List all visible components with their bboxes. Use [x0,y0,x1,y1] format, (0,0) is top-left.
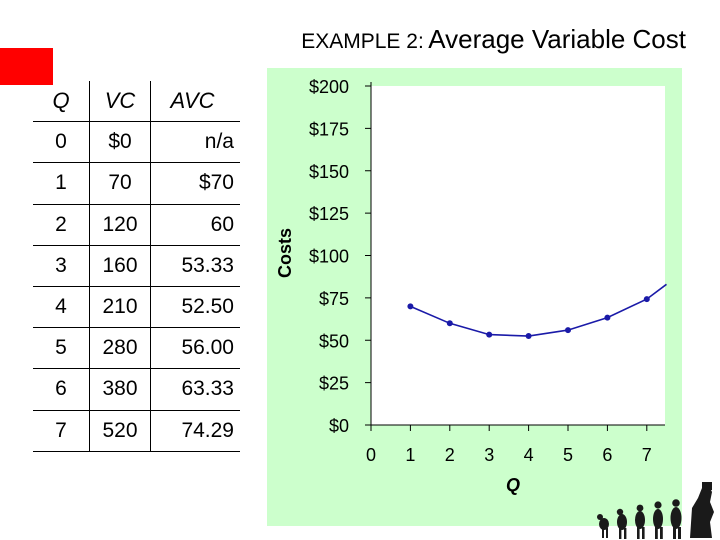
avc-point [446,320,453,327]
y-tick-label: $200 [309,77,349,97]
cell-vc: 280 [89,327,151,369]
cell-q: 3 [33,244,90,287]
y-axis-label: Costs [275,228,295,278]
y-tick-label: $25 [319,374,349,394]
cell-avc: 53.33 [150,244,240,287]
x-tick-label: 0 [366,445,376,465]
y-tick-label: $125 [309,204,349,224]
x-tick-label: 1 [405,445,415,465]
cell-q: 7 [33,409,90,452]
cost-table: Q VC AVC 0 $0 n/a 1 70 $70 2 120 60 3 160 53.33 … [33,81,240,452]
y-tick-label: $50 [319,331,349,351]
title-main: Average Variable Cost [428,24,686,54]
header-q: Q [52,88,70,114]
cell-vc: 520 [89,409,151,452]
avc-point [525,333,532,340]
table-row: 7 520 74.29 [33,409,240,452]
cell-q: 0 [33,121,90,163]
y-tick-label: $150 [309,162,349,182]
avc-line [410,283,667,337]
header-vc: VC [89,81,151,122]
red-accent-block [0,48,53,85]
avc-point [604,314,611,321]
cell-vc: 380 [89,368,151,410]
table-row: 3 160 53.33 [33,244,240,287]
cell-avc: 74.29 [150,409,240,452]
cell-vc: 210 [89,285,151,328]
table-row: 1 70 $70 [33,162,240,205]
cell-avc: 56.00 [150,327,240,369]
header-avc: AVC [150,81,240,122]
cell-avc: 63.33 [150,368,240,410]
x-tick-label: 2 [445,445,455,465]
cell-vc: 120 [89,203,151,246]
x-tick-label: 4 [524,445,534,465]
cell-avc: n/a [150,121,240,163]
y-tick-label: $75 [319,289,349,309]
table-row: 5 280 56.00 [33,327,240,369]
avc-point [407,303,414,310]
cell-q: 5 [33,327,90,369]
x-tick-label: 7 [642,445,652,465]
y-tick-label: $100 [309,247,349,267]
cell-q: 6 [33,368,90,410]
table-row: 2 120 60 [33,203,240,246]
cell-vc: $0 [89,121,151,163]
x-tick-label: 3 [484,445,494,465]
evolution-figures-icon [597,482,714,539]
y-tick-label: $175 [309,119,349,139]
cell-q: 1 [33,162,90,205]
slide-title: EXAMPLE 2: Average Variable Cost [301,24,686,55]
y-tick-label: $0 [329,416,349,436]
avc-point [565,327,571,334]
cell-vc: 70 [89,162,151,205]
cell-avc: 52.50 [150,285,240,328]
table-row: 4 210 52.50 [33,285,240,328]
avc-point [643,296,650,303]
table-row: 6 380 63.33 [33,368,240,410]
cell-avc: 60 [150,203,240,246]
x-tick-label: 6 [602,445,612,465]
table-row: 0 $0 n/a [33,121,240,163]
table-header-row: Q VC AVC [33,81,240,122]
x-axis-label: Q [506,475,520,495]
cell-vc: 160 [89,244,151,287]
avc-point [486,331,493,338]
x-tick-label: 5 [563,445,573,465]
title-prefix: EXAMPLE 2: [301,30,424,53]
cell-avc: $70 [150,162,240,205]
plot-area [371,86,665,425]
cell-q: 4 [33,285,90,328]
cell-q: 2 [33,203,90,246]
